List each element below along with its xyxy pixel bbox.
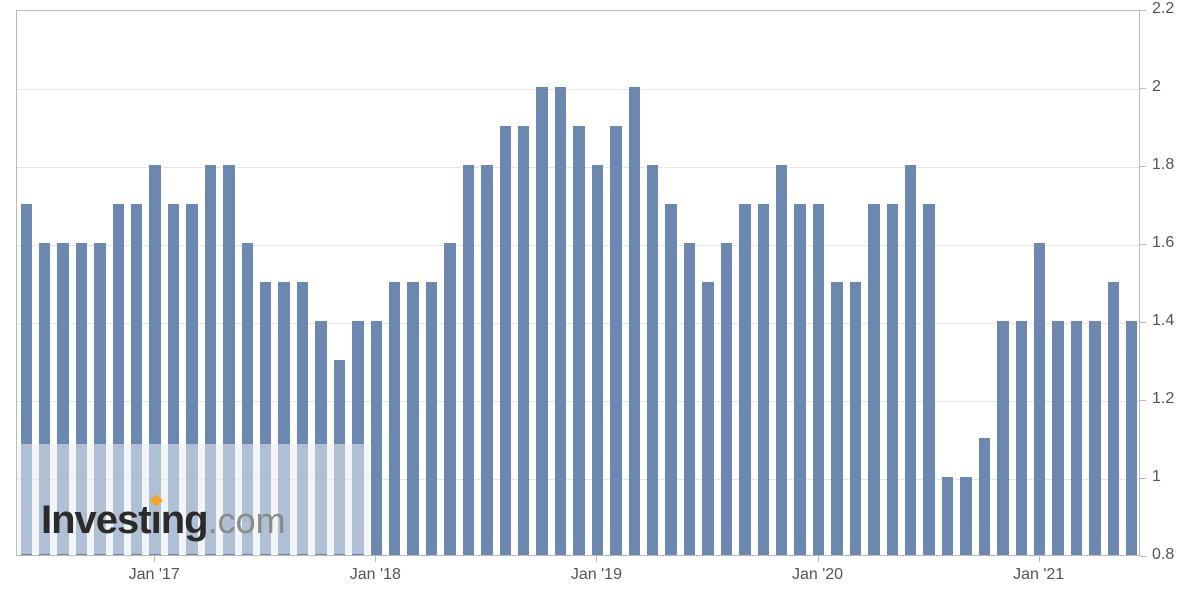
bar xyxy=(960,477,971,555)
x-tick-mark xyxy=(1039,556,1040,562)
bar xyxy=(665,204,676,555)
y-tick-label: 1.6 xyxy=(1152,234,1174,252)
grid-line xyxy=(17,89,1139,90)
bar xyxy=(407,282,418,555)
x-tick-mark xyxy=(596,556,597,562)
y-tick-mark xyxy=(1140,478,1146,479)
bar xyxy=(1126,321,1137,555)
bar xyxy=(794,204,805,555)
y-tick-mark xyxy=(1140,10,1146,11)
bar xyxy=(721,243,732,555)
y-tick-label: 1.8 xyxy=(1152,156,1174,174)
bar xyxy=(536,87,547,555)
bar xyxy=(1108,282,1119,555)
bar xyxy=(702,282,713,555)
bar xyxy=(1071,321,1082,555)
x-tick-label: Jan '17 xyxy=(129,566,180,584)
bar xyxy=(813,204,824,555)
x-tick-mark xyxy=(375,556,376,562)
x-tick-mark xyxy=(154,556,155,562)
bar xyxy=(739,204,750,555)
bar xyxy=(905,165,916,555)
bar xyxy=(481,165,492,555)
bar xyxy=(610,126,621,555)
bar xyxy=(1016,321,1027,555)
y-tick-label: 1.4 xyxy=(1152,312,1174,330)
bar xyxy=(850,282,861,555)
y-tick-mark xyxy=(1140,88,1146,89)
bar xyxy=(463,165,474,555)
y-tick-label: 2.2 xyxy=(1152,0,1174,18)
bar xyxy=(979,438,990,555)
chart-container: Investıng.com 0.8 1 1.2 1.4 1.6 1.8 2 2.2 Jan '… xyxy=(0,0,1198,606)
bar xyxy=(831,282,842,555)
bar xyxy=(942,477,953,555)
x-tick-label: Jan '19 xyxy=(571,566,622,584)
x-tick-label: Jan '21 xyxy=(1013,566,1064,584)
bar xyxy=(555,87,566,555)
bar xyxy=(426,282,437,555)
bar xyxy=(518,126,529,555)
x-tick-label: Jan '20 xyxy=(792,566,843,584)
bar xyxy=(923,204,934,555)
bar xyxy=(573,126,584,555)
y-tick-mark xyxy=(1140,322,1146,323)
y-tick-mark xyxy=(1140,400,1146,401)
y-tick-label: 2 xyxy=(1152,78,1161,96)
bar xyxy=(371,321,382,555)
x-tick-mark xyxy=(818,556,819,562)
y-tick-label: 1.2 xyxy=(1152,390,1174,408)
bar xyxy=(684,243,695,555)
bar xyxy=(758,204,769,555)
y-tick-label: 1 xyxy=(1152,468,1161,486)
bar xyxy=(647,165,658,555)
y-tick-mark xyxy=(1140,166,1146,167)
bar xyxy=(592,165,603,555)
y-tick-mark xyxy=(1140,244,1146,245)
watermark-overlay xyxy=(18,444,370,554)
x-tick-label: Jan '18 xyxy=(350,566,401,584)
bar xyxy=(868,204,879,555)
bar xyxy=(1089,321,1100,555)
bar xyxy=(629,87,640,555)
bar xyxy=(389,282,400,555)
bar xyxy=(997,321,1008,555)
bar xyxy=(887,204,898,555)
y-tick-label: 0.8 xyxy=(1152,546,1174,564)
bar xyxy=(776,165,787,555)
bar xyxy=(1052,321,1063,555)
bar xyxy=(1034,243,1045,555)
bar xyxy=(444,243,455,555)
plot-area: Investıng.com xyxy=(16,10,1140,556)
bar xyxy=(500,126,511,555)
y-tick-mark xyxy=(1140,556,1146,557)
